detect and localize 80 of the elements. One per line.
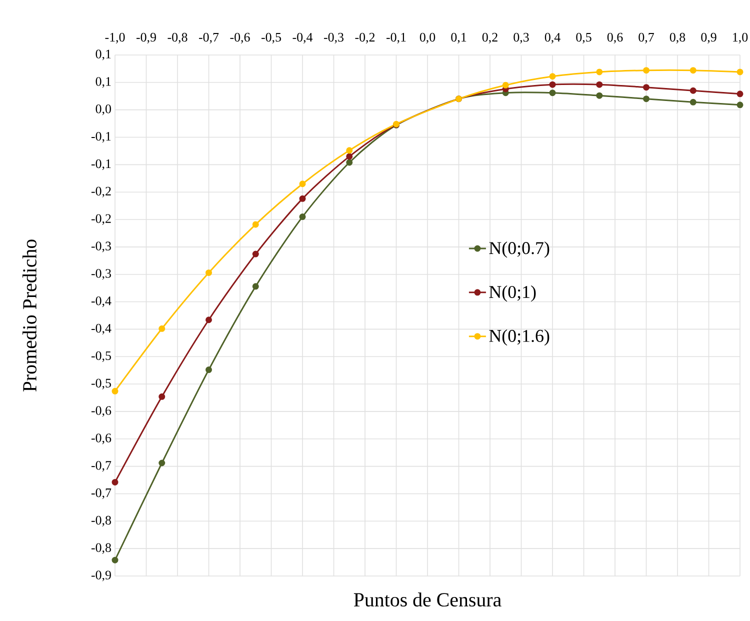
x-tick-label: -0,4: [292, 32, 313, 44]
x-tick-label: -0,3: [324, 32, 344, 44]
y-tick-label: -0,1: [91, 132, 111, 143]
point: [549, 73, 556, 80]
x-axis-title: Puntos de Censura: [354, 592, 502, 607]
x-tick-label: 0,3: [514, 32, 529, 44]
x-tick-label: -0,8: [168, 32, 188, 44]
y-tick-label: -0,2: [91, 186, 111, 198]
point: [736, 102, 744, 108]
point: [690, 67, 696, 74]
point: [643, 96, 650, 102]
x-tick-label: -0,9: [136, 32, 156, 44]
y-tick-label: -0,1: [91, 159, 111, 170]
x-tick-label: 0,2: [482, 32, 498, 44]
y-tick-label: -0,3: [91, 269, 111, 280]
y-tick-label: -0,7: [91, 461, 112, 472]
point: [299, 180, 306, 188]
point: [206, 366, 212, 374]
x-tick-label: 0,6: [607, 32, 623, 44]
point: [158, 325, 166, 332]
x-tick-label: 0,9: [701, 32, 716, 44]
y-tick-label: -0,5: [91, 351, 111, 362]
point: [299, 195, 306, 202]
point: [158, 460, 166, 466]
x-tick-label: 0,4: [544, 32, 560, 44]
y-tick-label: -0,5: [91, 378, 111, 390]
x-tick-label: 0,0: [420, 32, 436, 44]
x-tick-label: 0,5: [576, 32, 592, 44]
y-tick-label: -0,6: [91, 434, 112, 444]
legend-label: N(0;1): [489, 285, 536, 302]
y-tick-label: -0,8: [91, 543, 111, 554]
y-tick-label: -0,4: [91, 296, 112, 308]
point: [206, 269, 212, 276]
point: [346, 153, 353, 160]
y-tick-label: -0,9: [91, 570, 111, 582]
point: [502, 82, 509, 88]
x-tick-label: 1,0: [733, 32, 748, 44]
y-tick-label: -0,4: [91, 324, 112, 335]
point: [346, 159, 353, 166]
point: [690, 98, 696, 106]
y-tick-label: 0,0: [96, 104, 111, 116]
point: [158, 393, 166, 400]
x-tick-label: 0,8: [670, 32, 686, 44]
y-tick-label: -0,7: [91, 488, 112, 500]
point: [299, 214, 306, 220]
point: [643, 84, 650, 91]
x-tick-label: -0,2: [355, 32, 375, 44]
y-tick-label: -0,3: [91, 242, 111, 252]
x-tick-label: 0,7: [638, 32, 654, 44]
point: [252, 221, 259, 228]
y-tick-label: 0,1: [96, 50, 111, 60]
point: [112, 388, 118, 394]
legend-label: N(0;0.7): [489, 242, 550, 258]
legend-label: N(0;1.6): [489, 329, 550, 346]
point: [736, 90, 744, 98]
point: [252, 250, 259, 258]
x-tick-label: -0,7: [198, 32, 219, 44]
point: [736, 68, 744, 76]
point: [549, 90, 556, 96]
point: [206, 316, 212, 324]
x-tick-label: -0,5: [261, 32, 281, 44]
y-tick-label: -0,2: [91, 214, 111, 225]
point: [549, 81, 556, 88]
x-tick-label: 0,1: [451, 32, 466, 44]
point: [346, 147, 353, 154]
point: [252, 283, 259, 290]
point: [112, 478, 118, 486]
point: [596, 68, 603, 76]
y-tick-label: -0,8: [91, 516, 111, 526]
point: [596, 92, 603, 99]
point: [112, 556, 118, 564]
y-axis-title: Promedio Predicho: [22, 240, 36, 392]
point: [690, 87, 696, 94]
y-tick-label: -0,6: [91, 406, 112, 417]
x-tick-label: -0,1: [386, 32, 406, 44]
point: [643, 67, 650, 74]
x-tick-label: -0,6: [230, 32, 250, 44]
y-tick-label: 0,1: [96, 77, 111, 88]
point: [596, 81, 603, 88]
x-tick-label: -1,0: [105, 32, 125, 44]
